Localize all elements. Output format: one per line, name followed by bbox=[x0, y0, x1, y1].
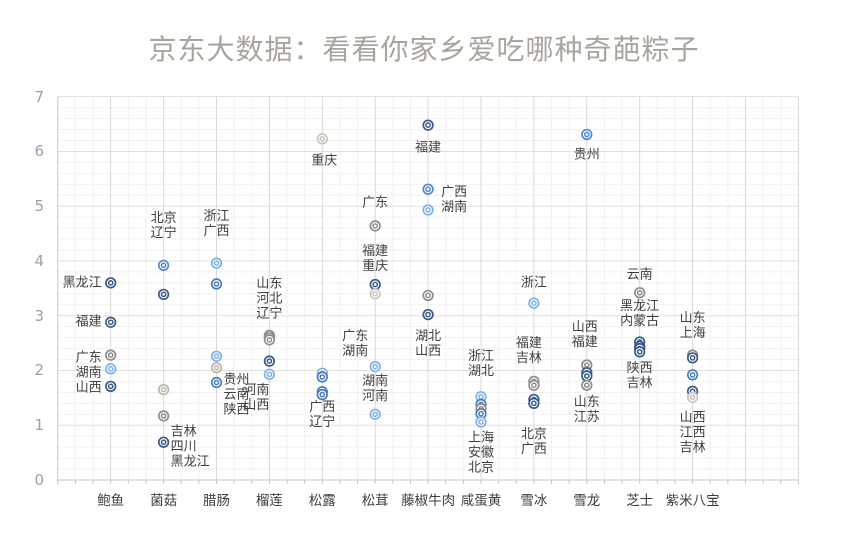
data-point-marker bbox=[266, 371, 273, 378]
data-point-marker bbox=[107, 365, 114, 372]
data-point-marker bbox=[266, 336, 273, 343]
data-point-marker bbox=[160, 439, 167, 446]
data-point-marker bbox=[531, 382, 537, 389]
data-points bbox=[105, 119, 699, 448]
data-point-marker bbox=[478, 410, 484, 417]
data-point-marker bbox=[372, 223, 379, 229]
data-point-marker bbox=[583, 362, 590, 368]
data-point-marker bbox=[160, 262, 167, 269]
data-point-marker bbox=[213, 364, 220, 371]
data-point-marker bbox=[531, 300, 537, 306]
data-point-marker bbox=[160, 413, 167, 419]
data-point-marker bbox=[107, 383, 114, 390]
data-point-marker bbox=[266, 358, 273, 365]
data-point-marker bbox=[425, 207, 431, 213]
data-point-marker bbox=[372, 411, 379, 418]
data-point-marker bbox=[213, 281, 220, 287]
major-gridlines bbox=[57, 96, 799, 480]
data-point-marker bbox=[372, 290, 379, 297]
data-point-marker bbox=[531, 400, 537, 407]
data-point-marker bbox=[636, 289, 643, 296]
data-point-marker bbox=[319, 135, 326, 142]
data-point-marker bbox=[107, 352, 114, 358]
data-point-marker bbox=[425, 292, 431, 299]
data-point-marker bbox=[160, 291, 167, 298]
data-point-marker bbox=[213, 353, 220, 360]
data-point-marker bbox=[213, 379, 220, 386]
data-point-marker bbox=[583, 373, 590, 379]
data-point-marker bbox=[319, 391, 326, 398]
data-point-marker bbox=[425, 311, 431, 318]
data-point-marker bbox=[372, 363, 379, 370]
data-point-marker bbox=[213, 260, 220, 267]
data-point-marker bbox=[107, 319, 114, 326]
data-point-marker bbox=[425, 122, 431, 129]
data-point-marker bbox=[160, 386, 167, 393]
data-point-marker bbox=[478, 393, 484, 400]
data-point-marker bbox=[583, 131, 590, 138]
data-point-marker bbox=[372, 281, 379, 288]
data-point-marker bbox=[107, 280, 114, 286]
data-point-marker bbox=[319, 374, 326, 380]
axes bbox=[57, 96, 799, 484]
data-point-marker bbox=[689, 394, 696, 401]
chart-title: 京东大数据：看看你家乡爱吃哪种奇葩粽子 bbox=[148, 33, 700, 66]
data-point-marker bbox=[478, 419, 484, 425]
data-point-marker bbox=[425, 186, 431, 193]
data-point-marker bbox=[689, 372, 696, 378]
data-point-marker bbox=[636, 349, 643, 355]
data-point-marker bbox=[689, 355, 696, 361]
data-point-marker bbox=[583, 382, 590, 389]
